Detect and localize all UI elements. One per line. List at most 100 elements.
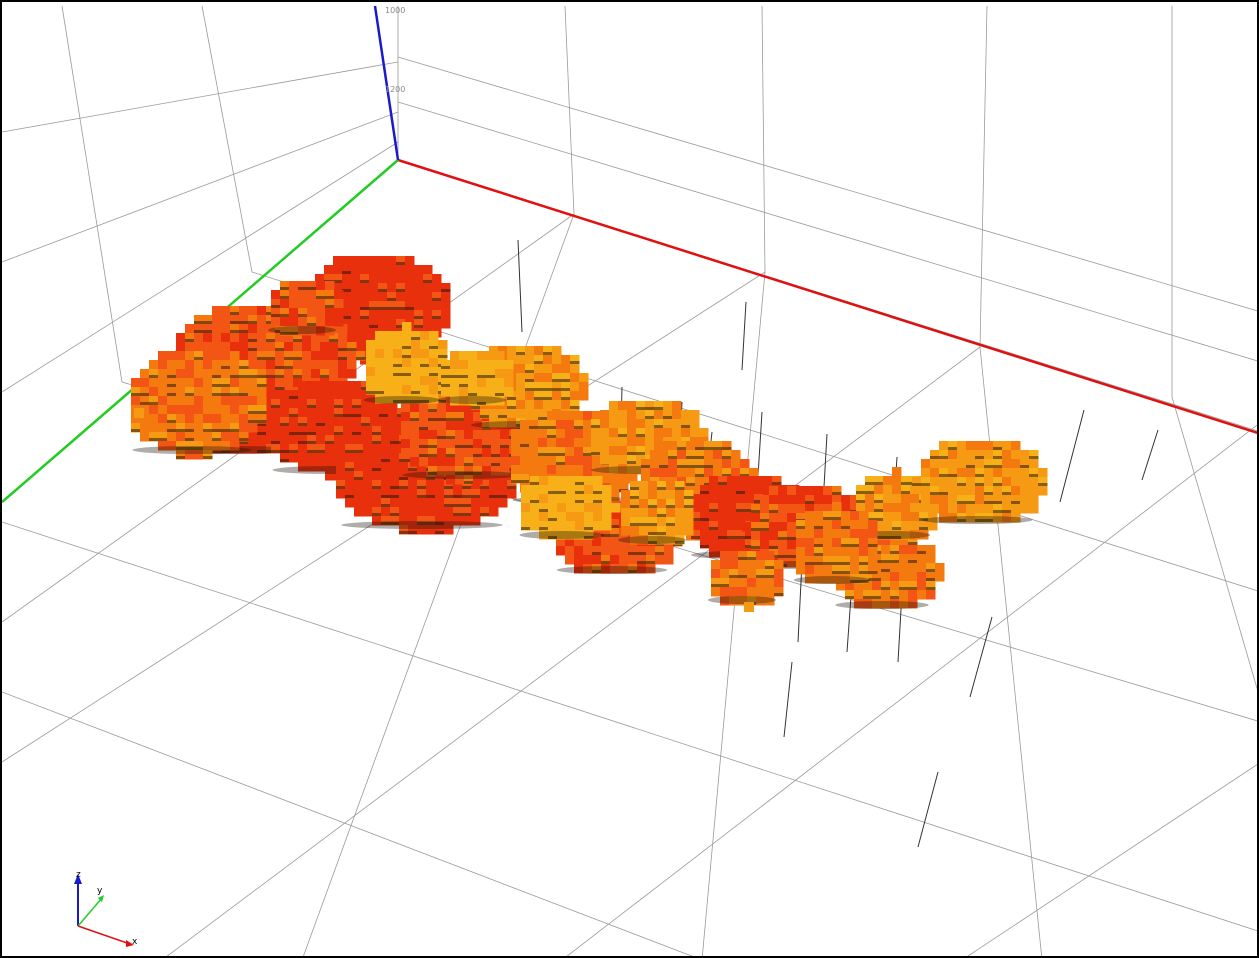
block-voxel — [363, 462, 373, 472]
block-voxel — [194, 414, 204, 424]
block-voxel — [320, 333, 330, 343]
block-voxel — [695, 468, 705, 478]
block-voxel — [593, 503, 603, 513]
block-voxel — [369, 283, 379, 293]
block-voxel — [939, 504, 949, 514]
block-voxel-shadow — [561, 388, 571, 391]
block-voxel-shadow — [221, 450, 231, 453]
block-voxel — [711, 578, 721, 588]
block-voxel — [212, 333, 222, 343]
block-voxel-shadow — [868, 544, 878, 547]
block-voxel-shadow — [280, 287, 290, 290]
block-voxel-shadow — [745, 536, 755, 539]
block-voxel-shadow — [489, 495, 499, 498]
block-voxel-shadow — [239, 321, 249, 324]
block-voxel — [859, 565, 869, 575]
block-voxel — [525, 382, 535, 392]
block-voxel — [1002, 513, 1012, 523]
block-voxel — [491, 448, 501, 458]
block-voxel — [360, 337, 370, 347]
block-voxel — [266, 315, 276, 325]
block-voxel — [574, 429, 584, 439]
block-voxel — [1038, 486, 1048, 496]
block-voxel — [248, 444, 258, 454]
block-voxel — [411, 331, 421, 341]
block-voxel — [570, 400, 580, 410]
block-voxel — [468, 360, 478, 370]
block-voxel — [709, 530, 719, 540]
block-voxel-shadow — [426, 522, 436, 525]
block-voxel-shadow — [176, 447, 186, 450]
block-voxel — [539, 530, 549, 540]
block-voxel-shadow — [131, 393, 141, 396]
block-voxel — [874, 485, 884, 495]
block-voxel — [432, 301, 442, 311]
block-voxel — [722, 459, 732, 469]
block-voxel — [609, 428, 619, 438]
block-voxel — [814, 495, 824, 505]
block-voxel — [908, 563, 918, 573]
block-voxel — [500, 466, 510, 476]
block-voxel-shadow — [369, 307, 379, 310]
block-voxel — [203, 369, 213, 379]
block-voxel-shadow — [993, 501, 1003, 504]
block-voxel-shadow — [257, 357, 267, 360]
block-voxel — [511, 456, 521, 466]
block-voxel-shadow — [408, 531, 418, 534]
block-voxel-shadow — [823, 562, 833, 565]
block-voxel — [329, 360, 339, 370]
block-voxel — [325, 308, 335, 318]
block-voxel — [534, 355, 544, 365]
block-voxel — [609, 464, 619, 474]
block-voxel-shadow — [372, 513, 382, 516]
block-voxel — [221, 396, 231, 406]
block-voxel — [628, 555, 638, 565]
block-voxel-shadow — [459, 384, 469, 387]
block-voxel — [664, 555, 674, 565]
block-voxel — [552, 364, 562, 374]
block-voxel — [158, 387, 168, 397]
block-voxel-shadow — [480, 513, 490, 516]
block-voxel — [917, 590, 927, 600]
block-voxel — [975, 441, 985, 451]
block-voxel — [796, 565, 806, 575]
block-voxel — [420, 367, 430, 377]
block-voxel — [361, 381, 371, 391]
block-voxel — [778, 549, 788, 559]
block-voxel — [890, 536, 900, 546]
block-voxel — [892, 503, 902, 513]
block-voxel — [289, 444, 299, 454]
block-voxel-shadow — [396, 325, 406, 328]
block-voxel-shadow — [293, 357, 303, 360]
block-voxel — [639, 526, 649, 536]
block-voxel — [203, 351, 213, 361]
block-voxel — [618, 419, 628, 429]
block-voxel — [437, 394, 447, 404]
block-voxel — [203, 396, 213, 406]
block-voxel — [396, 301, 406, 311]
block-voxel-shadow — [417, 522, 427, 525]
block-voxel — [307, 317, 317, 327]
block-voxel — [738, 578, 748, 588]
block-shadow — [708, 596, 776, 604]
block-voxel — [713, 468, 723, 478]
block-voxel — [352, 426, 362, 436]
block-voxel — [1020, 495, 1030, 505]
block-voxel — [437, 403, 447, 413]
block-voxel — [280, 308, 290, 318]
block-voxel — [592, 456, 602, 466]
block-voxel — [387, 292, 397, 302]
block-voxel — [769, 513, 779, 523]
block-voxel-shadow — [939, 492, 949, 495]
block-voxel — [805, 486, 815, 496]
block-voxel — [966, 486, 976, 496]
block-voxel-shadow — [239, 330, 249, 333]
block-voxel — [388, 408, 398, 418]
block-voxel — [482, 421, 492, 431]
block-voxel — [948, 504, 958, 514]
block-voxel — [727, 539, 737, 549]
block-voxel — [275, 390, 285, 400]
grid-line — [303, 213, 575, 956]
